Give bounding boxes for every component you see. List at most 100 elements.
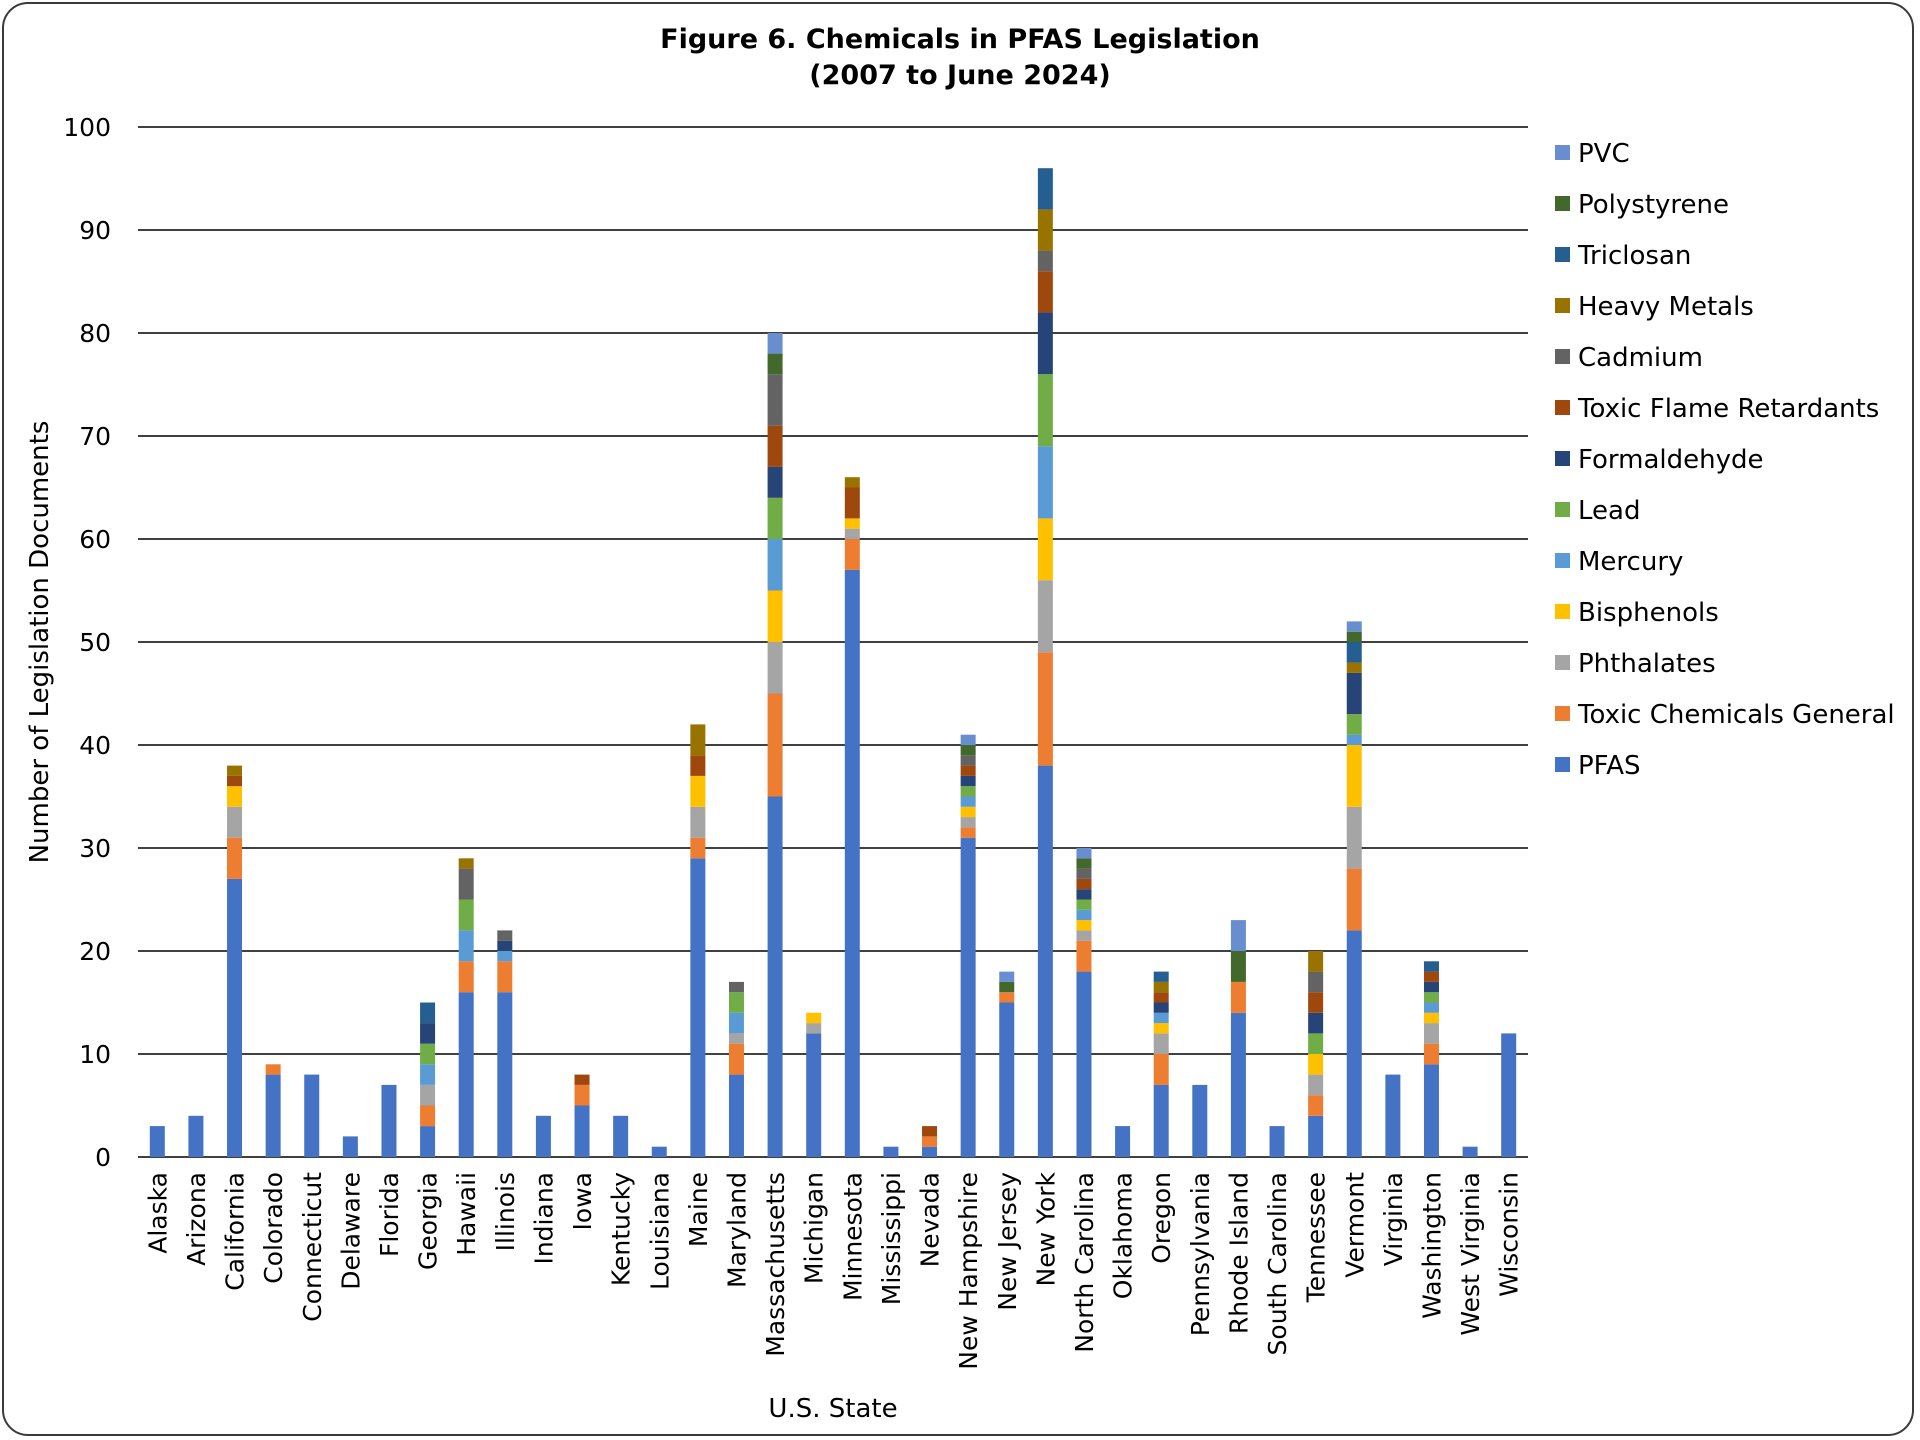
x-tick-label: New Jersey	[993, 1172, 1022, 1311]
x-tick-label: Virginia	[1379, 1172, 1408, 1266]
legend-label: PFAS	[1578, 751, 1641, 781]
bar-segment	[844, 487, 860, 519]
bar-segment	[342, 1136, 358, 1157]
x-tick-label: West Virginia	[1456, 1172, 1485, 1336]
bar-segment	[1230, 981, 1246, 1013]
bar-segment	[1076, 889, 1092, 900]
x-tick-label: Minnesota	[838, 1172, 867, 1301]
x-tick-label: Colorado	[259, 1172, 288, 1284]
y-tick-label: 20	[79, 937, 111, 966]
bar-segment	[1037, 765, 1053, 1157]
bar-segment	[767, 693, 783, 797]
legend-swatch	[1555, 349, 1570, 364]
bar-segment	[960, 775, 976, 787]
legend-label: Polystyrene	[1578, 190, 1729, 220]
bar-segment	[767, 333, 783, 354]
x-tick-label: Arizona	[182, 1172, 211, 1266]
bar-segment	[1423, 1002, 1439, 1013]
bar-segment	[1346, 806, 1362, 869]
bar-segment	[458, 899, 474, 931]
bar-segment	[767, 374, 783, 426]
bar-segment	[420, 1126, 436, 1157]
bar-segment	[227, 765, 243, 776]
bar-segment	[1462, 1146, 1478, 1157]
bar-segment	[651, 1146, 667, 1157]
x-tick-label: Louisiana	[645, 1172, 674, 1290]
bar-segment	[1308, 992, 1324, 1013]
x-tick-label: Maryland	[722, 1172, 751, 1288]
bar-segment	[960, 765, 976, 776]
chart-title-line-1: Figure 6. Chemicals in PFAS Legislation	[660, 24, 1260, 55]
bar-segment	[1308, 1012, 1324, 1034]
bar-segment	[690, 858, 706, 1157]
bar-segment	[728, 1033, 744, 1044]
bar-segment	[960, 786, 976, 797]
bar-segment	[960, 796, 976, 807]
bar-segment	[497, 940, 513, 951]
bar-segment	[1385, 1074, 1401, 1157]
bar-segment	[1346, 642, 1362, 663]
y-axis-ticks: 0 10 20 30 40 50 60 70 80 90 100	[63, 113, 111, 1172]
y-axis-title: Number of Legislation Documents	[25, 421, 55, 864]
bar-segment	[1346, 714, 1362, 735]
bar-segment	[960, 837, 976, 1157]
bar-segment	[458, 858, 474, 869]
bar-segment	[1037, 580, 1053, 653]
x-tick-label: Mississippi	[877, 1172, 906, 1305]
bar-segment	[922, 1136, 938, 1147]
bar-segment	[1076, 848, 1092, 859]
bar-segment	[227, 837, 243, 879]
bar-segment	[922, 1126, 938, 1137]
y-tick-label: 0	[95, 1143, 111, 1172]
legend-label: Toxic Chemicals General	[1577, 700, 1895, 730]
bar-segment	[728, 981, 744, 993]
bar-segment	[767, 796, 783, 1157]
bar-segment	[1423, 971, 1439, 982]
bar-segment	[1346, 745, 1362, 807]
bar-segment	[1037, 652, 1053, 766]
bar-segment	[1230, 920, 1246, 951]
bar-segment	[1269, 1126, 1285, 1157]
bar-segment	[690, 806, 706, 838]
bar-segment	[574, 1074, 590, 1085]
legend-swatch	[1555, 604, 1570, 619]
bar-segment	[960, 734, 976, 745]
bar-segment	[844, 477, 860, 488]
x-tick-label: Wisconsin	[1495, 1172, 1524, 1297]
bar-segment	[1153, 1054, 1169, 1085]
bar-segment	[1076, 858, 1092, 869]
bar-segment	[999, 992, 1015, 1003]
bar-segment	[1076, 899, 1092, 910]
bar-segment	[497, 930, 513, 941]
bar-segment	[1308, 1074, 1324, 1096]
bar-segment	[1076, 920, 1092, 931]
x-tick-label: Massachusetts	[761, 1172, 790, 1357]
bar-segment	[1308, 971, 1324, 993]
x-tick-label: Indiana	[529, 1172, 558, 1265]
legend-swatch	[1555, 298, 1570, 313]
bar-segment	[806, 1033, 822, 1157]
x-tick-label: South Carolina	[1263, 1172, 1292, 1355]
x-tick-label: New Hampshire	[954, 1172, 983, 1370]
x-tick-label: Hawaii	[452, 1172, 481, 1256]
x-tick-label: Connecticut	[298, 1172, 327, 1322]
bar-segment	[420, 1105, 436, 1127]
bar-segment	[1037, 250, 1053, 272]
bar-segment	[1501, 1033, 1517, 1157]
bar-segment	[420, 1064, 436, 1085]
bar-segment	[420, 1084, 436, 1106]
bar-segment	[1037, 518, 1053, 581]
x-tick-label: Washington	[1417, 1172, 1446, 1319]
bar-segment	[1346, 672, 1362, 715]
bar-segment	[227, 775, 243, 787]
bar-segment	[999, 1002, 1015, 1157]
legend-swatch	[1555, 757, 1570, 772]
bar-segment	[227, 786, 243, 807]
legend-swatch	[1555, 502, 1570, 517]
bar-segment	[1153, 1002, 1169, 1013]
bar-segment	[767, 466, 783, 498]
bar-segment	[728, 1074, 744, 1157]
bar-segment	[1230, 1012, 1246, 1157]
bar-segment	[1037, 271, 1053, 313]
